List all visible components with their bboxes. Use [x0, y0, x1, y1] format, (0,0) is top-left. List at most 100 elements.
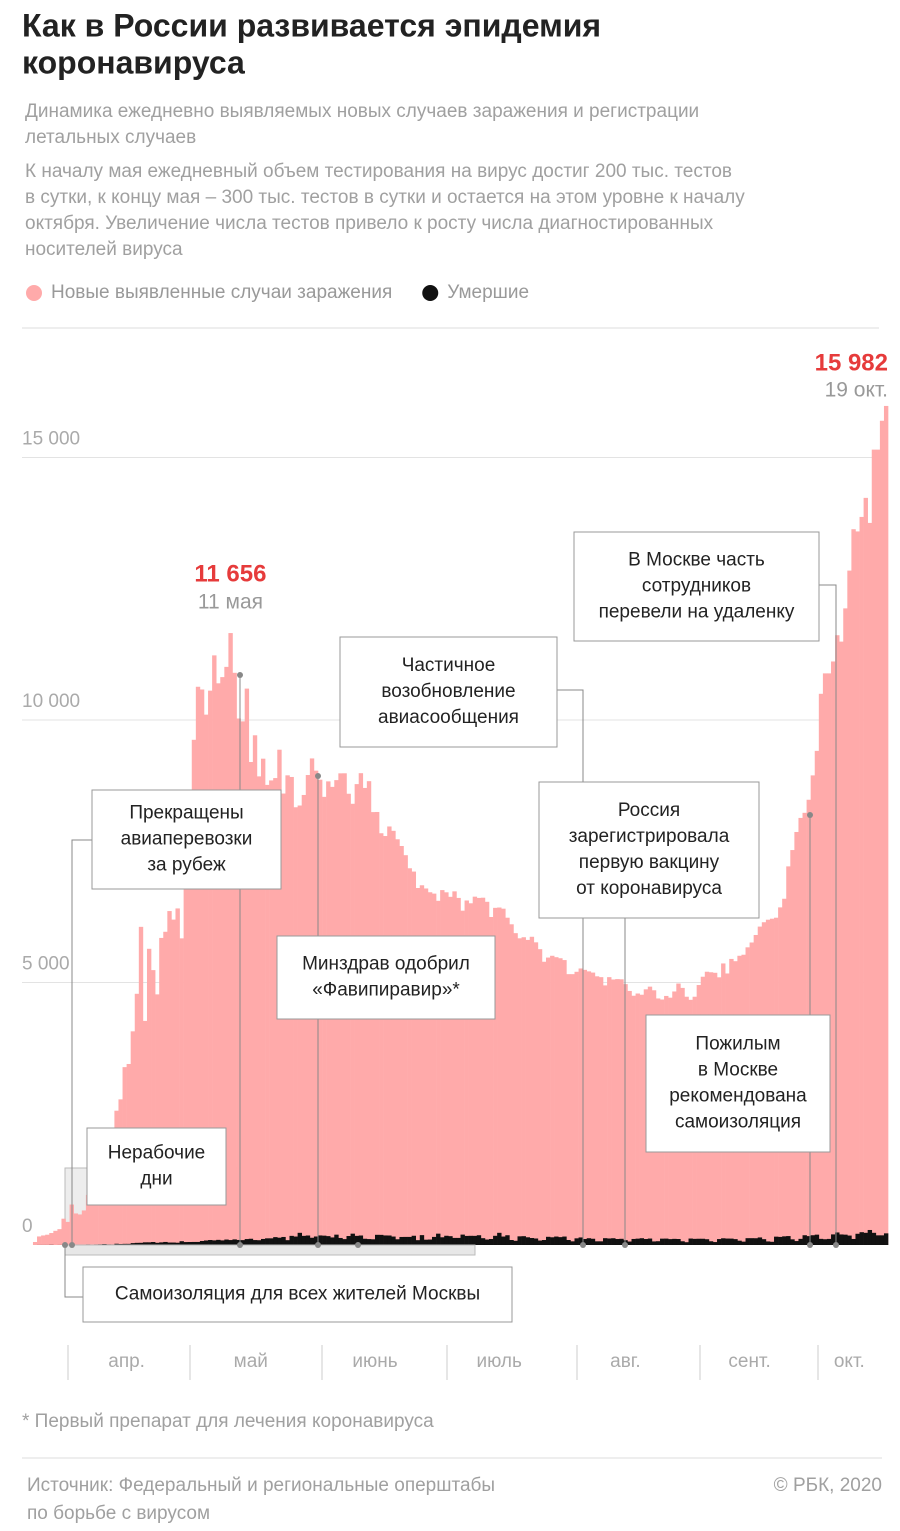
death-bar [228, 1240, 233, 1245]
death-bar [517, 1236, 522, 1245]
case-bar [822, 673, 828, 1245]
case-bar [77, 1214, 83, 1245]
death-bar [627, 1241, 632, 1245]
case-bar [440, 890, 445, 1245]
death-bar [778, 1236, 783, 1245]
case-bar [562, 960, 567, 1245]
case-bar [208, 690, 213, 1245]
description: в сутки, к концу мая – 300 тыс. тестов в… [25, 187, 745, 208]
death-bar [501, 1236, 506, 1245]
case-bar [179, 938, 184, 1245]
death-bar [391, 1236, 396, 1245]
death-bar [611, 1238, 616, 1245]
death-bar [513, 1240, 518, 1245]
legend-label: Новые выявленные случаи заражения [51, 282, 392, 303]
death-bar [521, 1236, 526, 1245]
case-bar [835, 635, 840, 1245]
death-bar [240, 1240, 245, 1245]
death-bar [550, 1237, 555, 1245]
case-bar [171, 919, 176, 1245]
death-bar [639, 1238, 645, 1245]
case-bar [619, 979, 624, 1245]
death-bar [717, 1239, 722, 1245]
death-bar [761, 1239, 767, 1245]
case-bar [509, 924, 514, 1245]
leader-dot [69, 1242, 75, 1248]
case-bar [45, 1234, 50, 1245]
subtitle: Динамика ежедневно выявляемых новых случ… [25, 101, 699, 122]
case-bar [395, 839, 400, 1245]
case-bar [590, 972, 596, 1245]
death-bar [562, 1236, 567, 1245]
death-bar [607, 1238, 612, 1245]
case-bar [399, 846, 404, 1245]
case-bar [831, 661, 836, 1245]
leader-line [71, 839, 92, 1245]
case-bar [814, 750, 820, 1245]
death-bar [187, 1242, 193, 1245]
case-bar [252, 735, 258, 1245]
case-bar [203, 714, 209, 1245]
case-bar [94, 1183, 99, 1245]
death-bar [293, 1236, 298, 1245]
death-bar [387, 1235, 392, 1245]
death-bar [171, 1242, 176, 1245]
annotation-text: Нерабочие [108, 1143, 206, 1164]
case-bar [427, 892, 433, 1245]
death-bar [794, 1241, 799, 1245]
death-bar [655, 1241, 661, 1245]
death-bar [603, 1238, 608, 1245]
death-bar [859, 1232, 864, 1245]
death-bar [790, 1239, 795, 1245]
death-bar [594, 1241, 600, 1245]
death-bar [203, 1240, 209, 1245]
case-bar [85, 1194, 91, 1245]
case-bar [570, 974, 575, 1245]
death-bar [411, 1235, 417, 1245]
annotation-text: Прекращены [129, 803, 243, 824]
case-bar [89, 1184, 95, 1245]
case-bar [167, 911, 172, 1245]
death-bar [256, 1240, 262, 1245]
case-bar [639, 994, 645, 1245]
death-bar [342, 1239, 347, 1245]
annotation-text: Россия [618, 800, 680, 821]
death-bar [574, 1238, 579, 1245]
case-bar [489, 916, 494, 1245]
death-bar [822, 1239, 828, 1245]
death-bar [831, 1234, 836, 1245]
annotation-text: сотрудников [642, 576, 751, 597]
case-bar [623, 984, 628, 1245]
case-bar [517, 938, 522, 1245]
death-bar [688, 1238, 693, 1245]
death-bar [692, 1238, 697, 1245]
leader-dot [315, 773, 321, 779]
case-bar [855, 531, 860, 1245]
case-bar [41, 1235, 46, 1245]
x-tick-label: сент. [728, 1351, 770, 1372]
death-bar [769, 1241, 775, 1245]
death-bar [460, 1234, 465, 1245]
case-bar [411, 871, 417, 1245]
case-bar [476, 897, 482, 1245]
case-bar [151, 970, 156, 1245]
death-bar [297, 1232, 303, 1245]
leader-dot [833, 1242, 839, 1248]
death-bar [395, 1239, 400, 1245]
case-bar [155, 994, 160, 1245]
annotation-text: авиасообщения [378, 707, 519, 728]
case-bar [61, 1218, 66, 1245]
death-bar [191, 1241, 197, 1245]
case-bar [273, 778, 278, 1245]
death-bar [159, 1242, 164, 1245]
death-bar [338, 1237, 343, 1245]
death-bar [142, 1242, 148, 1245]
case-bar [818, 693, 824, 1245]
case-bar [566, 974, 571, 1245]
death-bar [712, 1242, 718, 1245]
death-bar [362, 1238, 368, 1245]
case-bar [49, 1233, 54, 1245]
month-separators [67, 1345, 819, 1380]
annotation-text: рекомендована [669, 1086, 807, 1107]
leader-dot [237, 1242, 243, 1248]
